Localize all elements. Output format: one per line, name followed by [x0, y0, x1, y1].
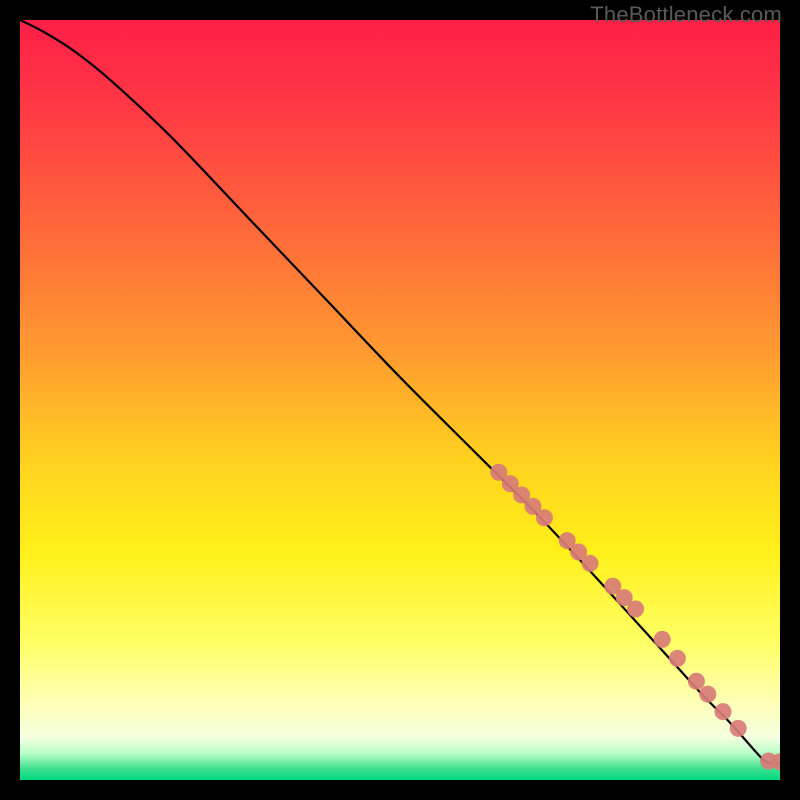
data-marker	[654, 631, 671, 648]
heat-background	[20, 20, 780, 780]
plot-area	[20, 20, 780, 780]
data-marker	[627, 601, 644, 618]
data-marker	[699, 686, 716, 703]
chart-svg	[20, 20, 780, 780]
data-marker	[730, 720, 747, 737]
data-marker	[688, 673, 705, 690]
figure-root: TheBottleneck.com	[0, 0, 800, 800]
data-marker	[582, 555, 599, 572]
data-marker	[536, 509, 553, 526]
watermark-label: TheBottleneck.com	[590, 2, 782, 28]
data-marker	[669, 650, 686, 667]
data-marker	[715, 703, 732, 720]
